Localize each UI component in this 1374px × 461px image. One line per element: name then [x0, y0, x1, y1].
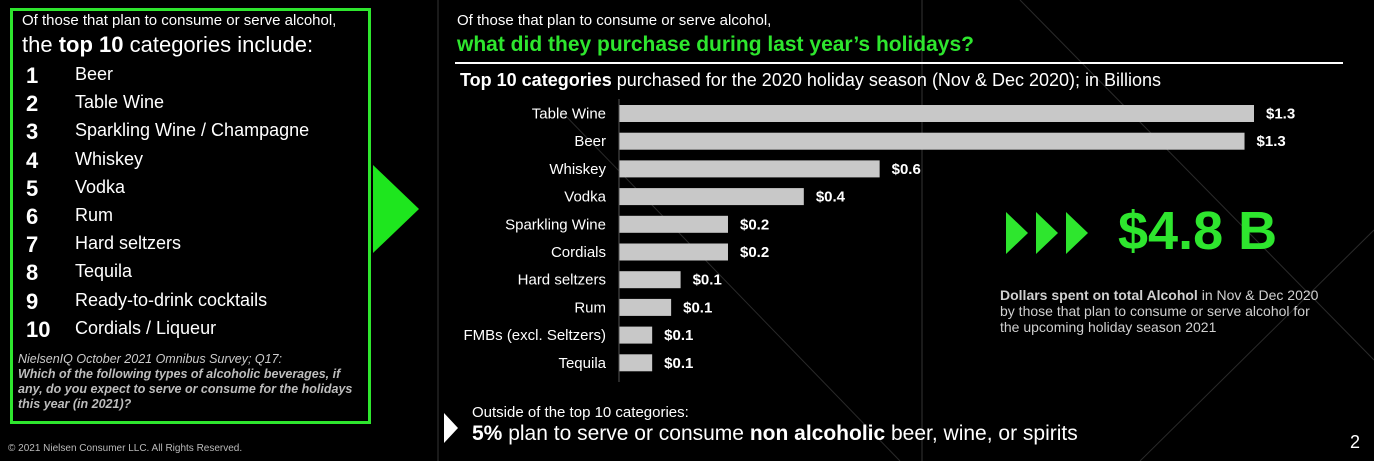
bar — [619, 105, 1254, 122]
rank-label: Cordials / Liqueur — [75, 317, 217, 338]
total-description: Dollars spent on total Alcohol in Nov & … — [1000, 287, 1319, 335]
rank-label: Rum — [75, 205, 114, 225]
triple-arrow-icon — [1006, 212, 1088, 254]
bar — [619, 215, 728, 233]
value-label: $0.6 — [892, 161, 921, 178]
bar — [619, 271, 681, 289]
bottom-arrow-icon — [444, 413, 458, 443]
rank-number: 2 — [26, 91, 39, 117]
rank-number: 9 — [26, 288, 39, 314]
category-label: Sparkling Wine — [505, 216, 606, 233]
rank-number: 3 — [26, 119, 39, 145]
rank-label: Hard seltzers — [75, 233, 182, 254]
value-label: $0.2 — [740, 244, 769, 261]
rank-number: 10 — [26, 316, 51, 342]
heading-divider — [455, 62, 1343, 64]
value-label: $1.3 — [1266, 106, 1295, 123]
chart-title: Top 10 categories purchased for the 2020… — [460, 70, 1162, 90]
category-label: Beer — [574, 133, 606, 150]
survey-question: Which of the following types of alcoholi… — [18, 367, 353, 411]
rank-label: Vodka — [75, 176, 126, 197]
bar — [619, 298, 672, 316]
rank-label: Whiskey — [75, 148, 144, 169]
value-label: $1.3 — [1257, 133, 1286, 150]
outside-intro: Outside of the top 10 categories: — [472, 404, 689, 421]
rank-label: Table Wine — [75, 92, 165, 113]
value-label: $0.1 — [693, 272, 722, 289]
category-label: Vodka — [564, 189, 606, 206]
bar — [619, 326, 653, 344]
rank-number: 1 — [26, 63, 39, 88]
bar — [619, 188, 804, 206]
rank-number: 8 — [26, 260, 39, 286]
copyright: © 2021 Nielsen Consumer LLC. All Rights … — [8, 443, 243, 454]
page-number: 2 — [1350, 432, 1361, 452]
category-label: Hard seltzers — [518, 272, 606, 289]
bar — [619, 354, 653, 372]
total-value: $4.8 B — [1118, 201, 1278, 261]
category-label: Cordials — [551, 244, 606, 261]
category-label: Rum — [574, 299, 606, 316]
top10-panel — [10, 8, 371, 424]
value-label: $0.1 — [683, 299, 712, 316]
left-intro: Of those that plan to consume or serve a… — [22, 12, 337, 29]
rank-label: Ready-to-drink cocktails — [75, 289, 268, 310]
survey-source: NielsenIQ October 2021 Omnibus Survey; Q… — [18, 352, 353, 411]
rank-number: 5 — [26, 175, 39, 201]
value-label: $0.1 — [664, 355, 693, 372]
bar — [619, 160, 880, 178]
rank-number: 4 — [26, 147, 39, 173]
rank-number: 6 — [26, 204, 39, 229]
value-label: $0.1 — [664, 327, 693, 344]
value-label: $0.2 — [740, 216, 769, 233]
bar — [619, 132, 1245, 150]
category-label: FMBs (excl. Seltzers) — [463, 327, 606, 344]
category-label: Whiskey — [549, 161, 606, 178]
panel-arrow-icon — [373, 165, 419, 253]
rank-label: Sparkling Wine / Champagne — [75, 120, 310, 141]
value-label: $0.4 — [816, 189, 846, 206]
rank-label: Tequila — [75, 261, 133, 282]
right-intro: Of those that plan to consume or serve a… — [457, 12, 772, 29]
rank-number: 7 — [26, 232, 39, 258]
rank-label: Beer — [75, 64, 114, 84]
left-heading: the top 10 categories include: — [22, 32, 314, 57]
category-label: Table Wine — [532, 106, 606, 123]
right-heading: what did they purchase during last year’… — [457, 33, 974, 56]
outside-statement: 5% plan to serve or consume non alcoholi… — [472, 422, 1078, 445]
category-label: Tequila — [558, 355, 606, 372]
bar — [619, 243, 728, 261]
